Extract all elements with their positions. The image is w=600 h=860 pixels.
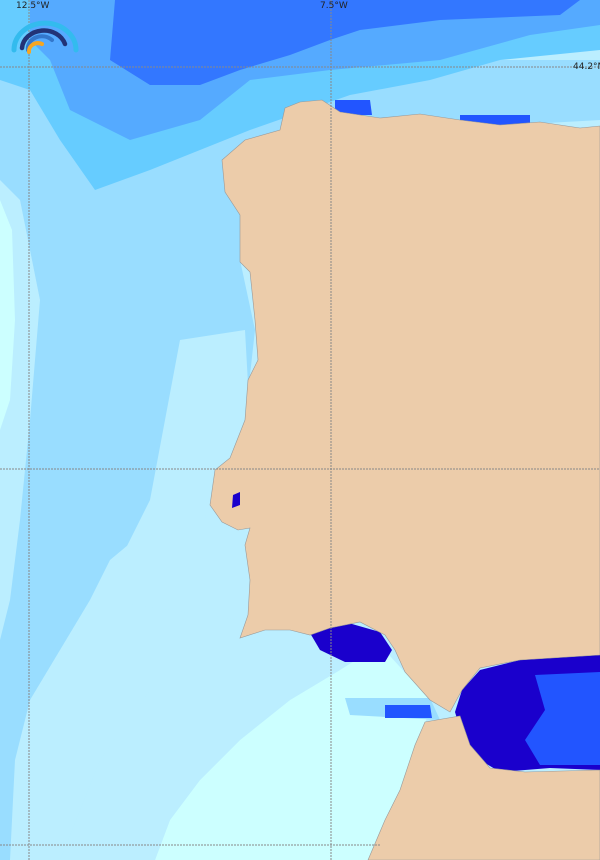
coastal-strait-blue xyxy=(385,705,432,718)
longitude-label-7-5w: 7.5°W xyxy=(320,1,348,11)
ocean-zone-deep xyxy=(110,0,580,85)
rainbow-arc-logo-icon xyxy=(11,20,79,54)
north-africa xyxy=(367,715,600,860)
mediterranean-bright xyxy=(525,672,600,765)
latitude-label-44-2n: 44.2°N xyxy=(573,62,600,72)
ocean-zone-palest-west xyxy=(0,200,15,430)
ocean-zone-light xyxy=(0,60,600,860)
ocean-zone-pale-coast xyxy=(60,330,340,860)
longitude-label-12-5w: 12.5°W xyxy=(16,1,50,11)
iberian-peninsula xyxy=(209,99,600,713)
north-coast-blue-patches xyxy=(335,100,372,115)
lisbon-estuary xyxy=(232,492,240,508)
